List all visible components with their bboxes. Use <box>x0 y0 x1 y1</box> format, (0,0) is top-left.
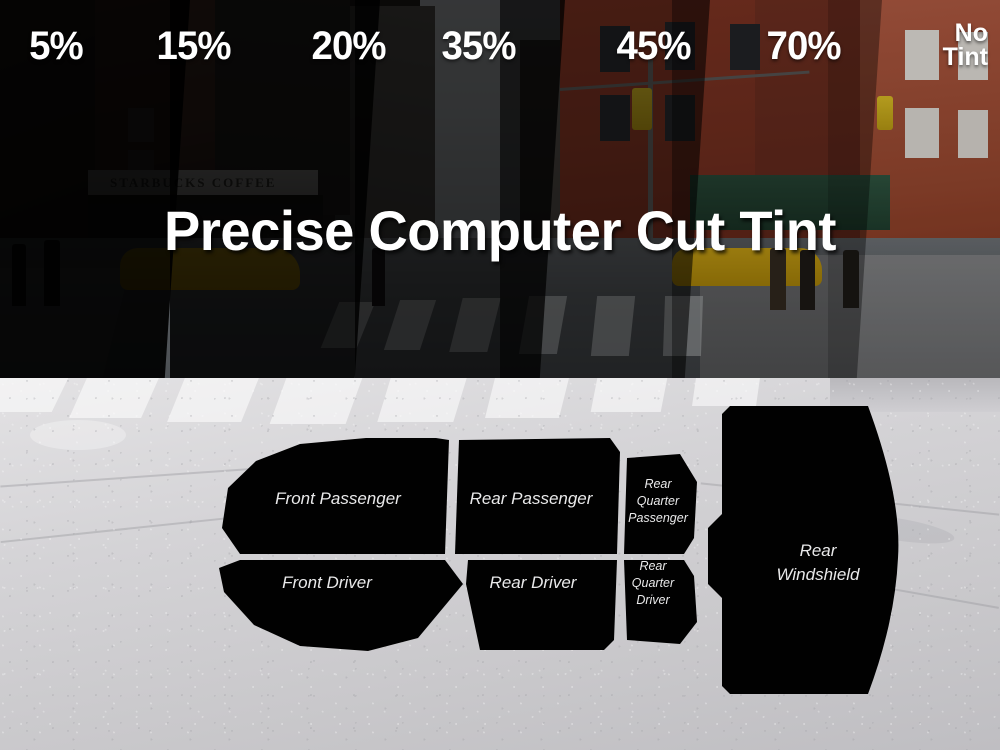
window <box>958 32 988 80</box>
svg-text:Windshield: Windshield <box>777 565 861 584</box>
pane-front-driver[interactable] <box>219 560 463 651</box>
svg-text:Rear: Rear <box>644 477 672 491</box>
tint-band-35 <box>500 0 710 378</box>
pane-label-rear-passenger: Rear Passenger <box>470 489 594 508</box>
svg-text:Rear: Rear <box>800 541 838 560</box>
tint-label-70: 70% <box>766 24 842 68</box>
tint-band-15 <box>170 0 380 378</box>
tint-label-5: 5% <box>29 24 84 68</box>
pane-rear-quarter-passenger[interactable] <box>624 454 697 554</box>
hero-headline: Precise Computer Cut Tint <box>163 199 837 262</box>
hero-tint-comparison: STARBUCKS COFFEE <box>0 0 1000 378</box>
manhole-highlight <box>30 420 126 450</box>
taxi-cab-right <box>672 248 822 286</box>
pane-label-rear-driver: Rear Driver <box>490 573 578 592</box>
pedestrian <box>770 248 786 310</box>
pane-label-front-driver: Front Driver <box>282 573 373 592</box>
tint-level-label-row: 5% 15% 20% 35% 45% 70% No Tint <box>0 0 1000 80</box>
tint-label-35: 35% <box>441 24 517 68</box>
pane-rear-windshield[interactable] <box>708 406 899 694</box>
tint-band-45 <box>672 0 882 378</box>
pane-label-rear-windshield: Rear Windshield <box>777 541 861 584</box>
pedestrian <box>843 250 859 308</box>
pane-front-passenger[interactable] <box>222 438 449 554</box>
green-awning <box>690 175 890 230</box>
tint-pane-shapes: Front Passenger Rear Passenger Front Dri… <box>219 406 899 694</box>
pane-label-front-passenger: Front Passenger <box>275 489 402 508</box>
no-tint-line-2: Tint <box>942 42 988 71</box>
pane-label-rear-quarter-driver: Rear Quarter Driver <box>632 559 675 607</box>
tint-label-20: 20% <box>311 24 387 68</box>
window <box>905 108 939 158</box>
pane-rear-quarter-driver[interactable] <box>624 560 697 644</box>
window-tint-diagram: Front Passenger Rear Passenger Front Dri… <box>0 378 1000 750</box>
svg-text:Passenger: Passenger <box>628 511 689 525</box>
svg-text:Quarter: Quarter <box>632 576 675 590</box>
pane-rear-driver[interactable] <box>466 560 617 650</box>
window <box>958 110 988 158</box>
tint-band-5 <box>0 0 190 378</box>
window <box>905 30 939 80</box>
svg-text:Rear: Rear <box>639 559 667 573</box>
tint-label-no-tint: No Tint <box>942 19 988 71</box>
no-tint-line-1: No <box>954 19 988 47</box>
tint-band-70 <box>828 0 1000 378</box>
tint-label-15: 15% <box>156 24 232 68</box>
svg-text:Driver: Driver <box>636 593 670 607</box>
pedestrian <box>800 250 815 310</box>
pane-rear-passenger[interactable] <box>455 438 620 554</box>
svg-text:Quarter: Quarter <box>637 494 680 508</box>
window <box>730 24 760 70</box>
traffic-light <box>877 96 893 130</box>
tint-label-45: 45% <box>616 24 692 68</box>
pane-label-rear-quarter-passenger: Rear Quarter Passenger <box>628 477 689 525</box>
